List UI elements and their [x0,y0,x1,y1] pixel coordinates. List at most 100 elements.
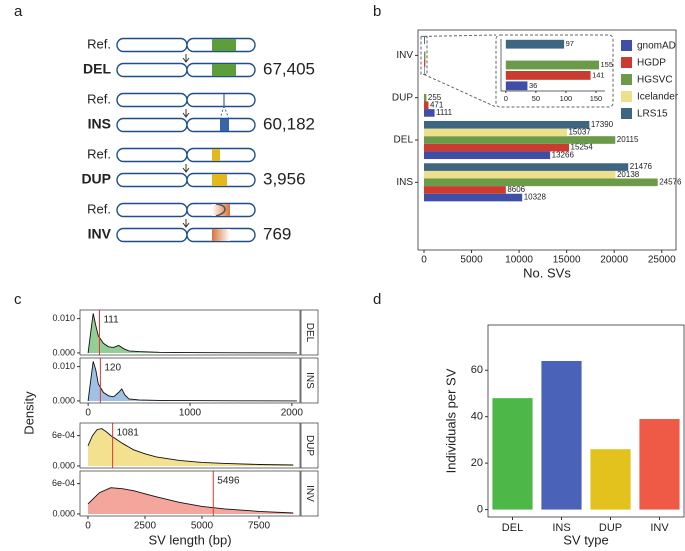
facet-strip [300,422,319,469]
data-label: 15037 [568,127,591,136]
bar [423,128,567,137]
sv-block [212,204,230,216]
y-tick-label: 0.000 [52,508,75,518]
y-axis-title: Individuals per SV [443,368,458,473]
bar [423,143,570,152]
y-tick-label: DEL [394,135,414,146]
panel-label: c [14,291,22,308]
x-tick-label: INV [650,522,669,534]
inset-x-tick-label: 150 [590,94,603,103]
y-tick-label: 60 [471,364,483,376]
y-tick-label: 0.010 [52,361,75,371]
x-tick-label: INS [552,522,570,534]
data-label: 471 [430,100,444,109]
y-tick-label: 40 [471,411,483,423]
inset-x-tick-label: 0 [504,94,508,103]
arrow-head [182,57,190,63]
y-tick-label: 0.000 [52,460,75,470]
y-tick-label: DUP [392,92,413,103]
y-tick-label: 0 [477,503,483,515]
x-tick-label: 5000 [460,255,483,266]
x-axis-title: No. SVs [523,265,571,280]
density-area [87,428,294,466]
bar [423,59,426,67]
y-tick-label: 0.010 [52,313,75,323]
bar [541,360,582,510]
sv-type-label: DEL [83,61,111,77]
chromosome-arm [116,227,188,243]
inset-x-tick-label: 100 [560,94,573,103]
legend-key [621,91,632,102]
arrow-head [182,112,190,118]
bar [423,170,616,179]
chromosome-arm [116,92,188,108]
plot-frame [487,324,685,518]
x-tick-label: 0 [85,408,91,419]
bar [423,93,427,102]
chromosome-arm [116,172,188,188]
legend-key [621,57,632,68]
legend-label: LRS15 [637,109,668,120]
facet-frame [79,309,301,356]
legend-label: Icelander [637,92,679,103]
legend-key [621,40,632,51]
insertion-guide [219,105,230,120]
data-label: 20138 [617,170,640,179]
bar [423,186,506,194]
chromosome-arm [116,117,188,133]
x-tick-label: 1000 [179,408,202,419]
bar [423,51,426,60]
y-tick-label: 0.000 [52,347,75,357]
sv-block [212,64,236,76]
bar [423,151,551,160]
data-label: 17390 [591,120,614,129]
median-label: 120 [104,363,121,374]
bar [423,163,629,171]
sv-type-label: INV [88,226,112,242]
x-tick-label: 7500 [248,521,271,532]
density-line [87,487,294,514]
x-axis-title: SV type [563,532,609,547]
data-label: 20115 [617,135,639,144]
x-tick-label: 5000 [191,521,214,532]
facet-strip-label: DUP [304,435,315,456]
x-tick-label: 20000 [600,255,628,266]
data-label: 24576 [659,177,682,186]
arrow-head [182,167,190,173]
ref-label: Ref. [87,36,111,51]
inversion-arrow [215,203,226,217]
data-label: 8606 [507,185,525,194]
chromosome-arm [116,37,188,53]
sv-count: 67,405 [263,59,315,78]
density-line [87,428,294,466]
x-tick-label: 2500 [134,521,157,532]
facet-frame [79,470,301,517]
bar [423,120,590,129]
legend-key [621,108,632,119]
sv-type-label: INS [88,116,111,132]
median-label: 5496 [217,476,240,487]
sv-type-label: DUP [81,171,111,187]
inset-connector [420,34,497,108]
inset-bar [505,39,565,49]
facet-strip [300,470,319,517]
arrow-head [182,222,190,228]
chromosome-arm [116,147,188,163]
chromosome-arm [116,62,188,78]
x-tick-label: DUP [599,522,622,534]
sv-block [212,39,236,51]
facet-strip-label: INS [304,372,315,389]
y-tick-label: 20 [471,457,483,469]
data-label: 13266 [552,150,575,159]
facet-strip-label: DEL [304,323,315,343]
sv-block [212,174,227,186]
x-tick-label: 0 [421,255,427,266]
data-label: 15254 [571,143,594,152]
bar [639,419,680,510]
density-area [88,313,297,353]
y-axis-title: Density [21,391,36,435]
x-axis-title: SV length (bp) [148,532,231,547]
median-label: 1081 [117,428,140,439]
inset-bar [505,71,591,80]
sv-count: 769 [263,224,291,243]
